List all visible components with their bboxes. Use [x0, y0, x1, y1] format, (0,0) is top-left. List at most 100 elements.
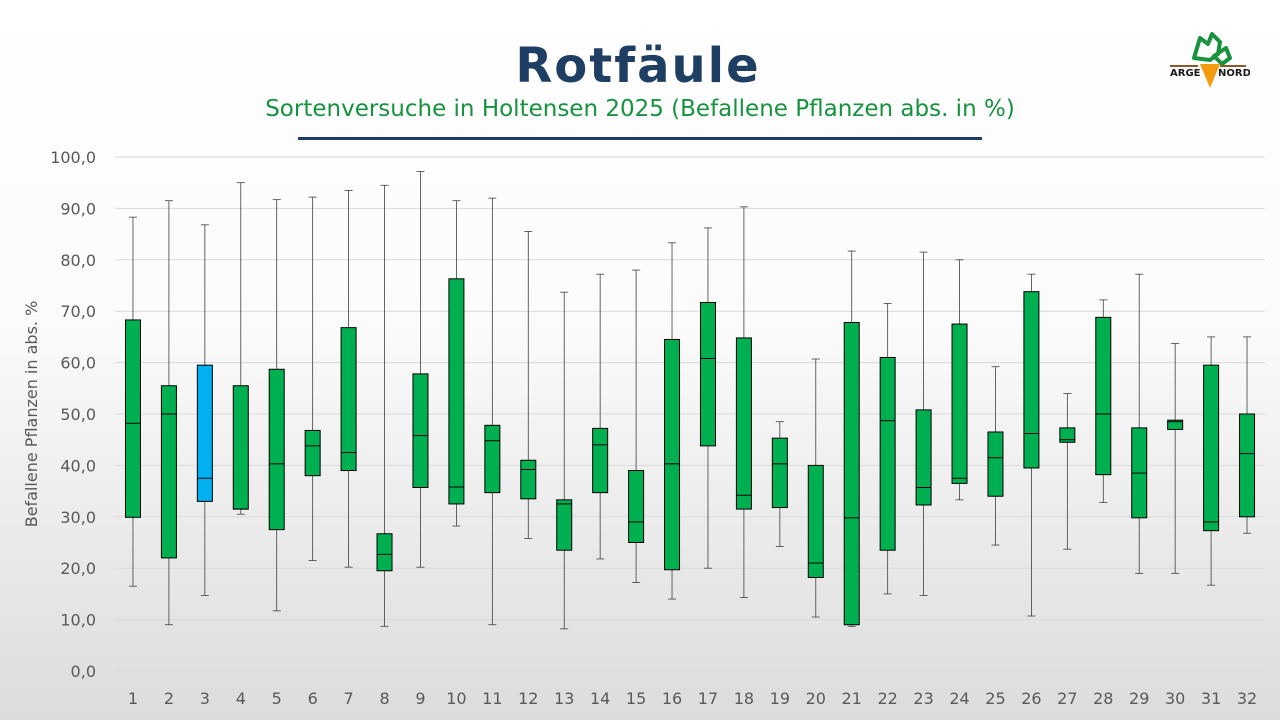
box-31: [1203, 336, 1220, 586]
x-tick-label: 6: [308, 689, 318, 708]
box-body: [1203, 364, 1220, 532]
box-26: [1023, 273, 1040, 617]
box-body: [951, 323, 968, 484]
box-body: [232, 385, 249, 510]
x-tick-label: 9: [415, 689, 425, 708]
y-tick-label: 70,0: [60, 302, 96, 321]
box-body: [484, 424, 501, 494]
chart-subtitle: Sortenversuche in Holtensen 2025 (Befall…: [265, 96, 1015, 122]
y-tick-label: 90,0: [60, 199, 96, 218]
box-7: [340, 190, 357, 568]
box-body: [304, 429, 321, 477]
box-15: [628, 269, 645, 583]
box-body: [628, 470, 645, 544]
x-tick-label: 32: [1237, 689, 1257, 708]
box-body: [735, 337, 752, 510]
x-tick-label: 27: [1057, 689, 1077, 708]
x-tick-label: 20: [806, 689, 826, 708]
x-tick-label: 14: [590, 689, 610, 708]
y-tick-label: 10,0: [60, 611, 96, 630]
box-17: [699, 227, 716, 569]
box-19: [771, 421, 788, 548]
box-20: [807, 358, 824, 618]
x-tick-label: 17: [698, 689, 718, 708]
boxes: [124, 170, 1256, 630]
x-tick-label: 15: [626, 689, 646, 708]
box-3: [196, 224, 213, 596]
box-body: [592, 427, 609, 494]
x-tick-label: 18: [734, 689, 754, 708]
logo-ground-line: [1170, 65, 1198, 67]
x-tick-label: 31: [1201, 689, 1221, 708]
y-tick-label: 30,0: [60, 508, 96, 527]
box-29: [1131, 273, 1148, 574]
x-axis-ticks: 1 2 3 4 5 6 7 8 9 10 11 12 13 14 15 16 17 18 19 20 21 22 23 24 2…: [128, 689, 1257, 708]
box-6: [304, 196, 321, 561]
box-1: [124, 216, 141, 587]
box-body: [340, 327, 357, 472]
box-body: [879, 356, 896, 551]
box-4: [232, 182, 249, 515]
box-28: [1095, 299, 1112, 503]
logo-text-arge: ARGE: [1170, 68, 1201, 79]
box-body: [556, 499, 573, 551]
y-tick-label: 50,0: [60, 405, 96, 424]
box-22: [879, 303, 896, 595]
x-tick-label: 10: [446, 689, 466, 708]
box-25: [987, 366, 1004, 546]
box-body: [1095, 316, 1112, 476]
box-27: [1059, 393, 1076, 550]
box-body: [196, 364, 213, 502]
y-axis-ticks: 0,0 10,0 20,0 30,0 40,0 50,0 60,0 70,0 80,0 90,0 1…: [50, 148, 96, 681]
box-body: [1239, 413, 1256, 518]
x-tick-label: 12: [518, 689, 538, 708]
box-12: [520, 231, 537, 539]
logo-ground-line-right: [1220, 65, 1246, 67]
gridlines: [115, 156, 1265, 672]
box-32: [1239, 336, 1256, 534]
box-10: [448, 200, 465, 527]
box-9: [412, 170, 429, 568]
x-tick-label: 25: [985, 689, 1005, 708]
box-body: [268, 368, 285, 531]
box-body: [412, 373, 429, 489]
y-tick-label: 100,0: [50, 148, 96, 167]
box-body: [807, 464, 824, 578]
y-tick-label: 80,0: [60, 251, 96, 270]
title-underline: [298, 137, 982, 140]
box-18: [735, 206, 752, 598]
box-body: [124, 319, 141, 518]
box-13: [556, 291, 573, 630]
x-tick-label: 23: [913, 689, 933, 708]
x-tick-label: 4: [236, 689, 246, 708]
box-2: [160, 200, 177, 626]
x-tick-label: 22: [877, 689, 897, 708]
arge-nord-logo: ARGE NORD: [1170, 32, 1250, 88]
box-body: [915, 409, 932, 506]
x-tick-label: 7: [344, 689, 354, 708]
x-tick-label: 1: [128, 689, 138, 708]
box-body: [1059, 427, 1076, 443]
box-30: [1167, 343, 1184, 574]
y-tick-label: 60,0: [60, 354, 96, 373]
box-14: [592, 273, 609, 560]
box-16: [664, 242, 681, 600]
x-tick-label: 11: [482, 689, 502, 708]
x-tick-label: 28: [1093, 689, 1113, 708]
box-body: [1023, 291, 1040, 469]
x-tick-label: 16: [662, 689, 682, 708]
x-tick-label: 21: [842, 689, 862, 708]
box-24: [951, 259, 968, 501]
x-tick-label: 8: [379, 689, 389, 708]
box-5: [268, 199, 285, 612]
y-axis-label: Befallene Pflanzen in abs. %: [22, 301, 41, 528]
x-tick-label: 2: [164, 689, 174, 708]
box-23: [915, 251, 932, 596]
chart-title: Rotfäule: [515, 38, 761, 94]
x-tick-label: 13: [554, 689, 574, 708]
x-tick-label: 26: [1021, 689, 1041, 708]
y-tick-label: 20,0: [60, 559, 96, 578]
box-body: [160, 385, 177, 559]
box-body: [448, 278, 465, 505]
